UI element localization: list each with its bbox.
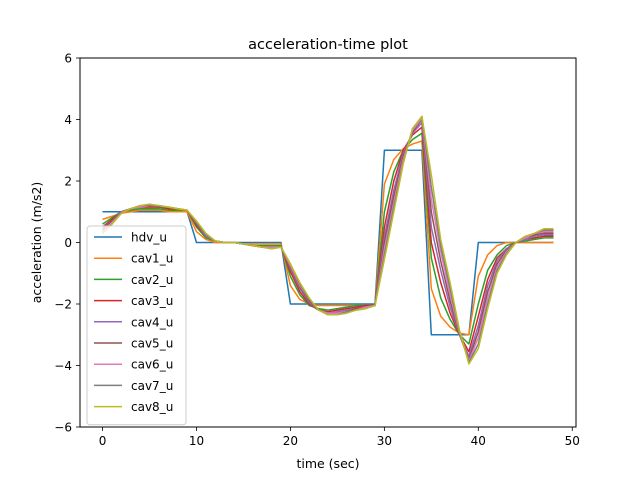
legend-label-cav1_u: cav1_u — [131, 252, 173, 266]
y-axis-label: acceleration (m/s2) — [29, 182, 44, 304]
series-line-cav2_u — [102, 132, 554, 345]
x-tick-label: 30 — [377, 434, 392, 448]
legend-label-cav2_u: cav2_u — [131, 273, 173, 287]
y-tick-label: 2 — [64, 175, 72, 189]
x-axis-label: time (sec) — [296, 456, 359, 471]
x-tick-label: 0 — [99, 434, 107, 448]
y-tick-label: −6 — [54, 421, 72, 435]
series-line-cav1_u — [102, 140, 554, 336]
x-axis: 0 10 20 30 40 50 — [99, 427, 580, 448]
y-tick-label: −2 — [54, 298, 72, 312]
legend-label-cav5_u: cav5_u — [131, 337, 173, 351]
legend-label-cav8_u: cav8_u — [131, 400, 173, 414]
y-tick-label: 6 — [64, 52, 72, 66]
legend: hdv_u cav1_u cav2_u cav3_u cav4_u cav5_u cav6_… — [86, 225, 187, 426]
y-tick-label: 0 — [64, 236, 72, 250]
legend-label-cav4_u: cav4_u — [131, 315, 173, 329]
series-layer — [101, 115, 554, 365]
legend-label-cav3_u: cav3_u — [131, 294, 173, 308]
series-line-cav8_u — [101, 115, 554, 365]
series-line-hdv_u — [102, 149, 554, 336]
legend-label-hdv_u: hdv_u — [131, 231, 167, 245]
y-tick-label: −4 — [54, 359, 72, 373]
x-tick-label: 40 — [471, 434, 486, 448]
x-tick-label: 10 — [189, 434, 204, 448]
legend-box — [86, 225, 187, 426]
x-tick-label: 50 — [565, 434, 580, 448]
legend-label-cav7_u: cav7_u — [131, 379, 173, 393]
chart-title: acceleration-time plot — [248, 37, 408, 53]
legend-label-cav6_u: cav6_u — [131, 358, 173, 372]
x-tick-label: 20 — [283, 434, 298, 448]
y-tick-label: 4 — [64, 113, 72, 127]
y-axis: −6 −4 −2 0 2 4 6 — [54, 52, 80, 435]
